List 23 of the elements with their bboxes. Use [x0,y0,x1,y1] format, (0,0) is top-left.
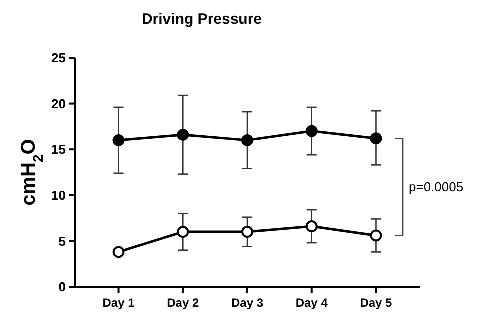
x-tick-label: Day 2 [167,296,200,310]
point [177,128,190,141]
point [370,230,382,242]
chart-title: Driving Pressure [142,11,262,28]
point [306,220,318,233]
y-tick-label: 25 [52,50,66,66]
x-tick-label: Day 4 [296,296,328,310]
y-tick-label: 0 [58,280,66,295]
y-tick-label: 10 [52,188,66,203]
y-tick-label: 15 [52,142,66,158]
point [370,132,382,145]
point [112,246,125,258]
point [177,226,190,238]
point [242,226,254,238]
y-tick-label: 20 [52,96,66,112]
x-tick-label: Day 1 [102,296,136,310]
annotation: p=0.0005 [409,180,464,195]
point [242,134,254,146]
point [306,125,318,138]
point [112,134,125,146]
x-tick-label: Day 5 [360,296,393,310]
x-tick-label: Day 3 [231,296,264,310]
y-tick-label: 5 [58,234,66,249]
